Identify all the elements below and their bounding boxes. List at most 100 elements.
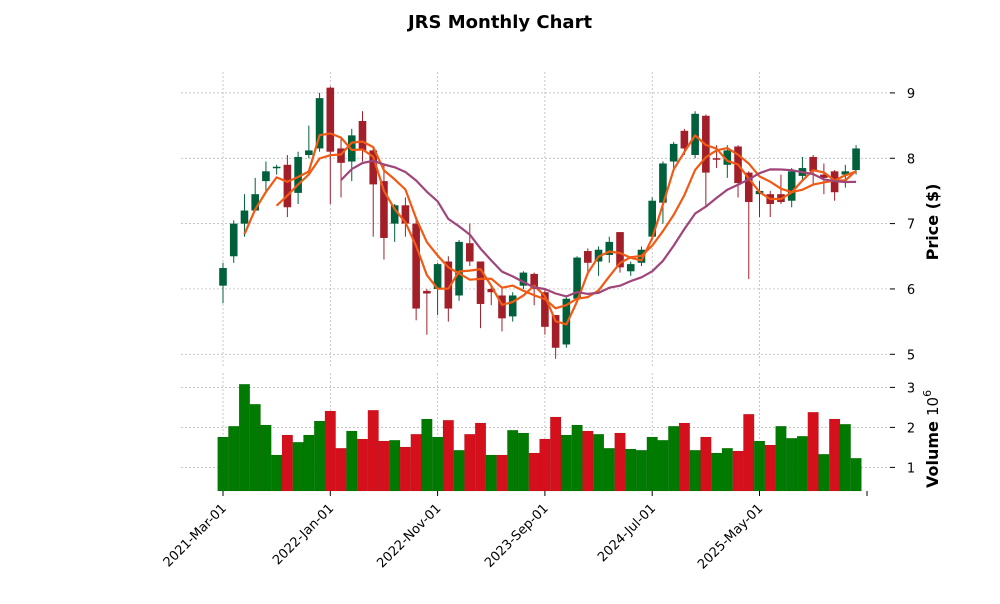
moving-average-3-line xyxy=(243,132,857,326)
candle-body-down xyxy=(712,158,721,160)
volume-axis-label: Volume 106 xyxy=(921,390,942,488)
volume-bar-up xyxy=(625,448,637,492)
volume-bar-up xyxy=(303,434,315,492)
volume-tick-label: 3 xyxy=(907,381,915,396)
volume-bar-up xyxy=(603,447,615,492)
volume-bar-up xyxy=(346,430,358,492)
price-tick-label: 8 xyxy=(907,152,915,167)
candle-body-up xyxy=(573,257,581,299)
volume-bar-down xyxy=(410,433,422,492)
candle-body-up xyxy=(272,166,281,169)
candle-body-down xyxy=(444,261,453,309)
volume-bar-up xyxy=(389,439,401,492)
candle-body-down xyxy=(401,205,410,224)
volume-bar-down xyxy=(356,438,369,492)
price-tick-label: 6 xyxy=(907,283,915,298)
candle-body-down xyxy=(584,251,592,263)
candle-body-down xyxy=(530,273,538,289)
candle-body-up xyxy=(626,264,635,272)
candle-body-down xyxy=(412,223,420,309)
volume-bar-down xyxy=(539,438,551,492)
candle-body-up xyxy=(251,194,259,211)
candle-body-up xyxy=(455,241,463,296)
price-tick-label: 9 xyxy=(907,87,915,102)
volume-bar-down xyxy=(496,454,508,492)
candle-body-down xyxy=(551,315,560,348)
volume-bar-up xyxy=(517,432,530,492)
volume-bar-down xyxy=(528,452,540,492)
volume-bar-down xyxy=(732,450,744,492)
volume-exponent-base: 10 xyxy=(924,397,942,416)
volume-bar-down xyxy=(464,433,476,492)
volume-bar-down xyxy=(614,432,626,492)
volume-bar-up xyxy=(260,424,272,492)
candle-body-up xyxy=(262,171,270,182)
volume-bar-down xyxy=(442,419,454,492)
candle-body-up xyxy=(433,264,442,289)
volume-bar-up xyxy=(228,425,240,492)
candle-body-up xyxy=(605,241,614,255)
volume-bar-down xyxy=(399,446,412,492)
volume-bar-up xyxy=(657,439,669,492)
candle-body-down xyxy=(476,261,485,304)
candle-body-down xyxy=(744,172,753,203)
candle-body-down xyxy=(465,243,474,262)
candle-body-up xyxy=(315,98,324,149)
candle-body-up xyxy=(562,298,571,345)
volume-bar-up xyxy=(753,440,766,492)
volume-bar-up xyxy=(485,454,497,492)
volume-bar-up xyxy=(453,449,465,492)
candle-body-down xyxy=(820,174,828,178)
volume-bar-up xyxy=(238,383,251,492)
candle-body-up xyxy=(305,150,313,155)
candle-body-up xyxy=(852,148,860,171)
volume-bar-up xyxy=(668,425,680,492)
volume-bar-up xyxy=(571,424,583,492)
volume-bar-down xyxy=(700,436,712,492)
candle-body-down xyxy=(809,156,817,172)
volume-bar-down xyxy=(378,440,390,492)
volume-bar-up xyxy=(313,420,326,492)
volume-bar-down xyxy=(335,447,347,492)
candle-body-down xyxy=(498,295,506,319)
candle-body-up xyxy=(229,223,238,257)
volume-bar-up xyxy=(850,457,862,492)
volume-bar-down xyxy=(324,410,336,492)
volume-bar-down xyxy=(743,413,755,492)
candle-body-up xyxy=(508,295,517,317)
volume-bar-up xyxy=(249,403,261,492)
candle-body-up xyxy=(240,210,249,224)
candles xyxy=(219,86,860,359)
volume-tick-label: 2 xyxy=(907,421,915,436)
volume-bar-up xyxy=(646,436,658,492)
candle-body-up xyxy=(294,156,302,193)
x-tick-label: 2024-Jul-01 xyxy=(595,501,659,565)
volume-label-text: Volume xyxy=(923,421,942,488)
candle-body-down xyxy=(380,181,388,238)
volume-bars xyxy=(217,383,862,492)
candle-body-up xyxy=(519,272,528,286)
chart-title: JRS Monthly Chart xyxy=(406,12,593,33)
price-tick-label: 5 xyxy=(907,348,915,363)
volume-bar-down xyxy=(550,416,562,492)
volume-bar-up xyxy=(217,436,229,492)
x-tick-label: 2025-May-01 xyxy=(695,501,766,572)
candle-body-up xyxy=(659,163,667,203)
volume-bar-up xyxy=(635,449,648,492)
volume-bar-up xyxy=(775,425,787,492)
volume-bar-down xyxy=(807,411,819,492)
volume-bar-up xyxy=(271,454,283,492)
volume-bar-down xyxy=(764,444,776,492)
candle-body-down xyxy=(369,150,378,185)
volume-bar-up xyxy=(431,436,444,492)
candle-body-up xyxy=(390,205,399,224)
volume-bar-down xyxy=(678,422,691,492)
volume-exponent: 106 xyxy=(921,390,942,416)
volume-bar-up xyxy=(421,418,433,492)
moving-averages xyxy=(243,132,857,326)
candle-body-down xyxy=(423,290,431,294)
volume-tick-label: 1 xyxy=(907,461,915,476)
volume-bar-down xyxy=(828,418,841,492)
volume-bar-up xyxy=(818,453,830,492)
